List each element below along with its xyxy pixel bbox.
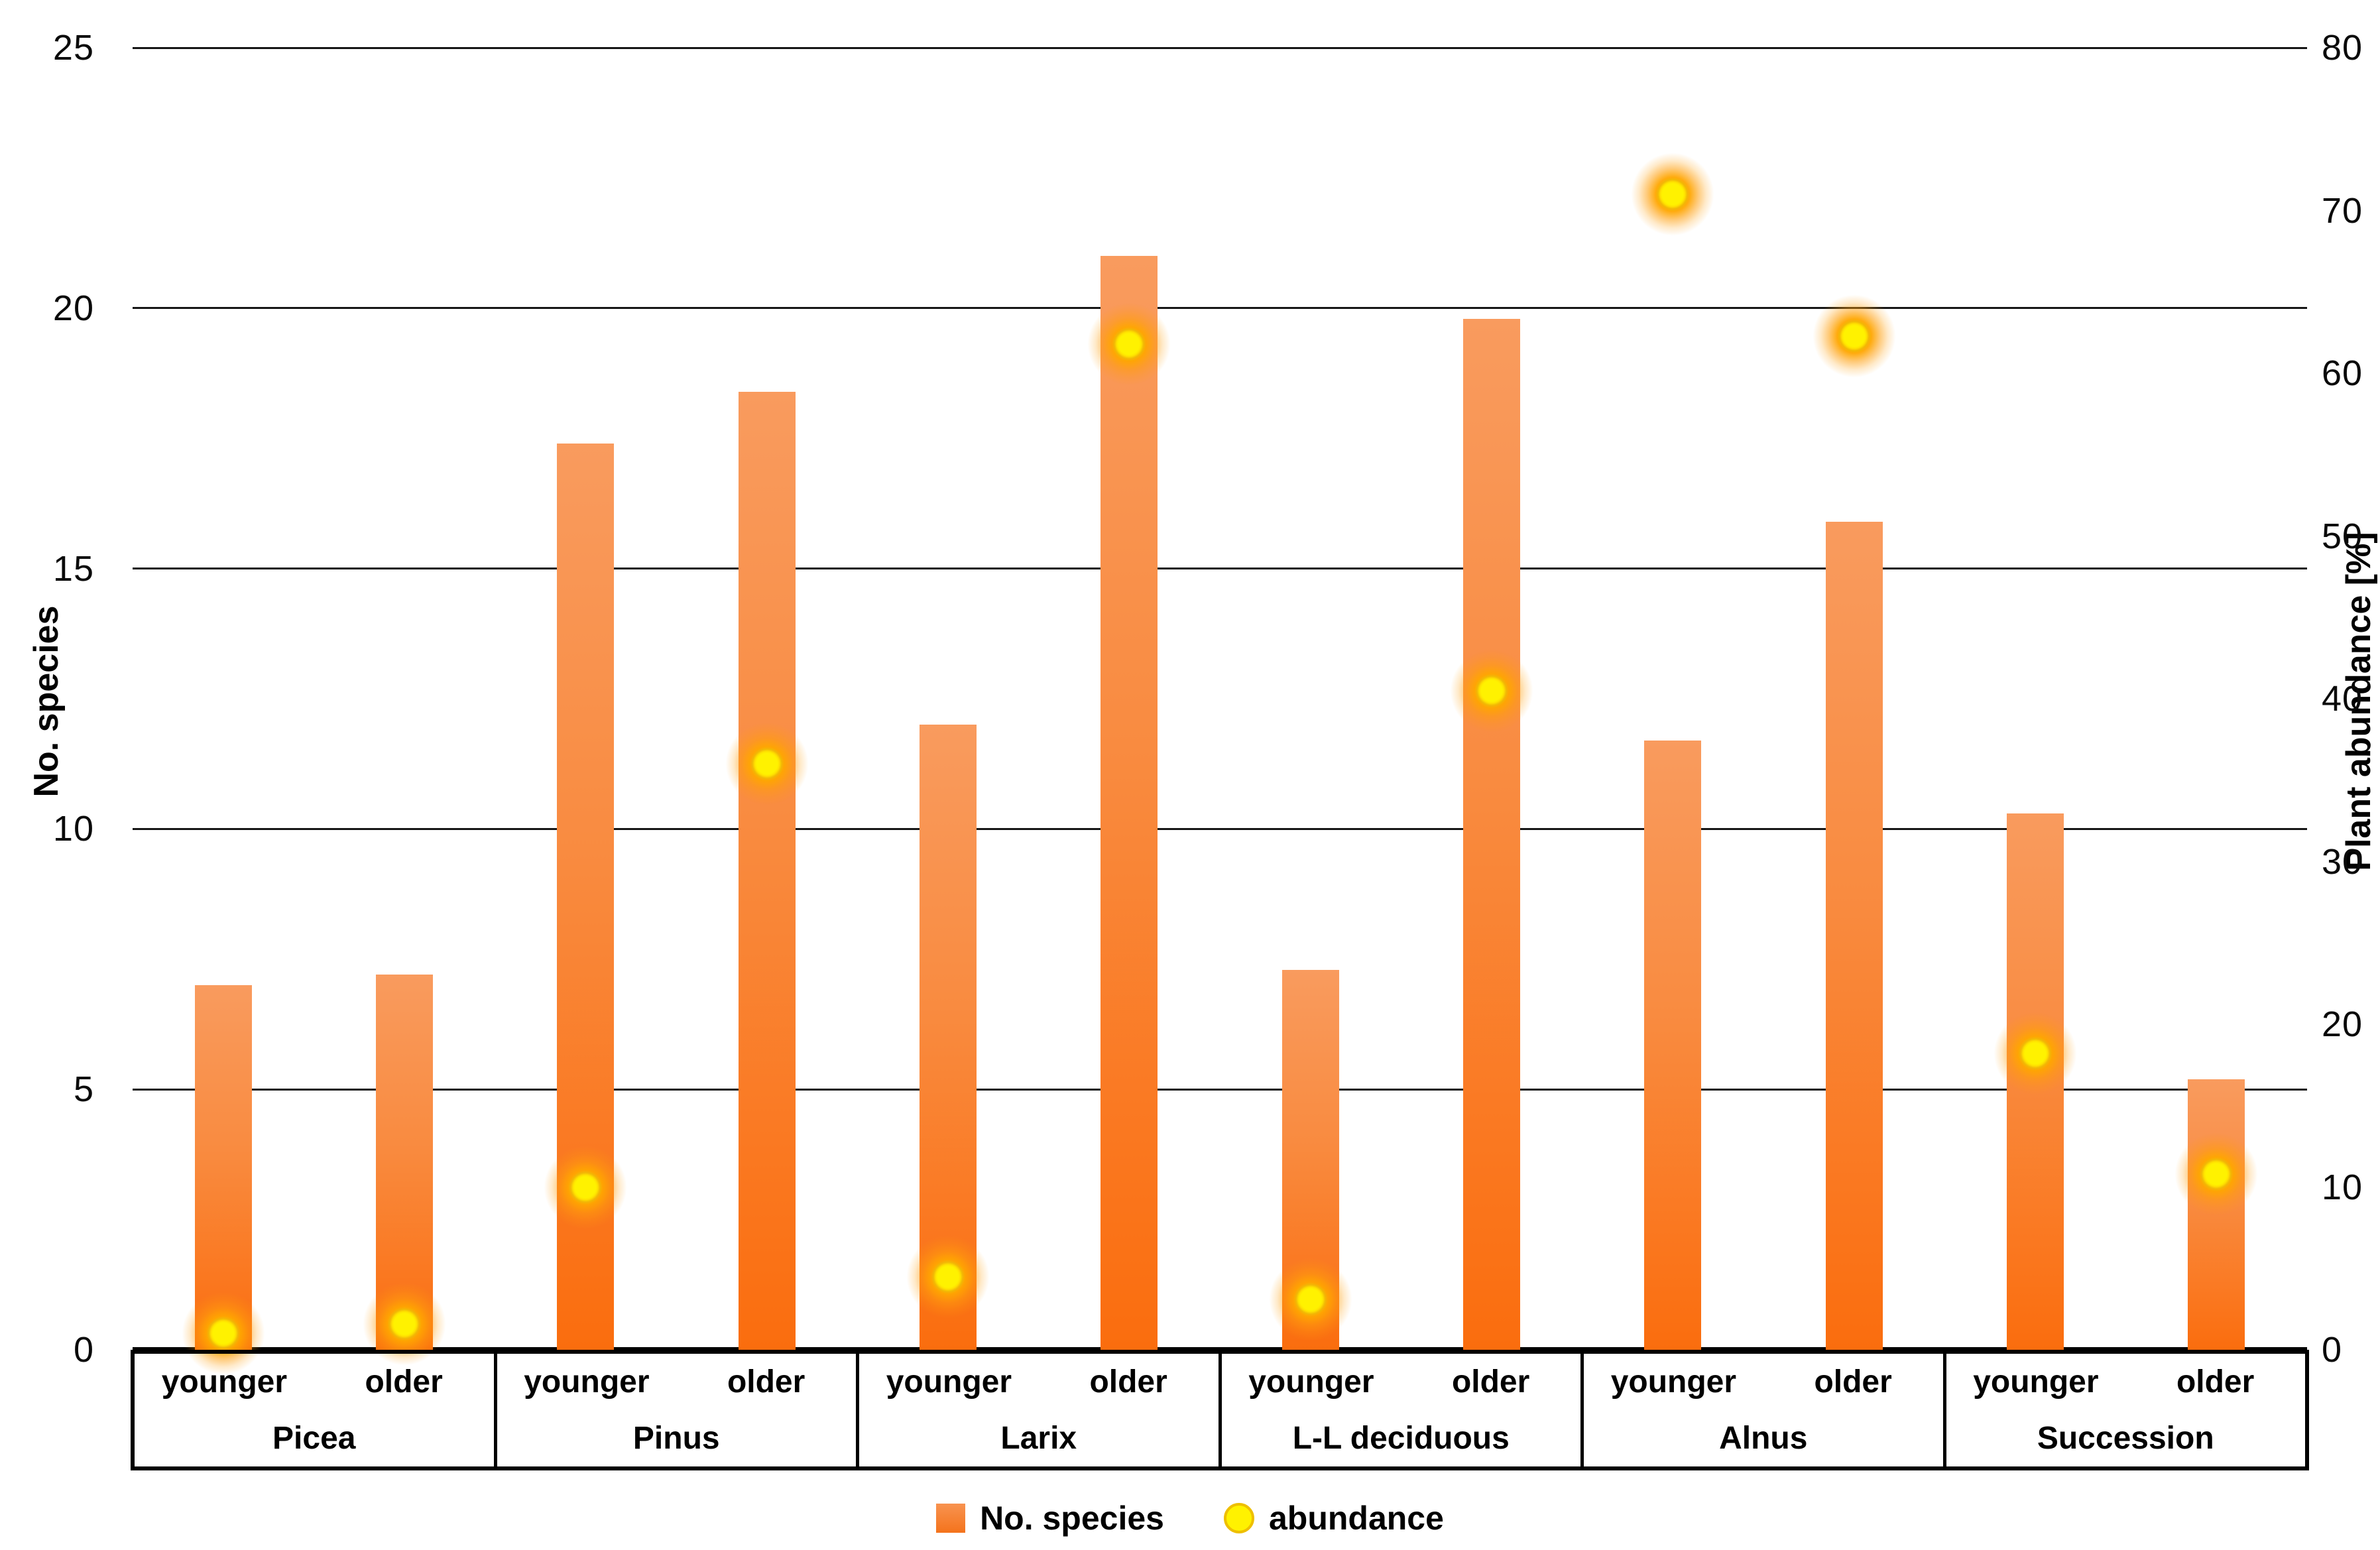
dot-pinus-older (723, 721, 810, 807)
bar-larix-older (1101, 256, 1158, 1350)
group-cell-alnus: Alnus (1580, 1410, 1943, 1466)
age-pair-larix: younger older (856, 1354, 1219, 1410)
plot-area (133, 46, 2307, 1377)
bar-picea-younger (194, 985, 252, 1350)
legend-item-no-species: No. species (936, 1499, 1164, 1537)
age-label-older: older (2176, 1364, 2255, 1400)
age-label-row: younger older younger older younger older youn… (135, 1354, 2305, 1410)
bar-pinus-older (738, 391, 796, 1350)
legend-square-icon (936, 1504, 966, 1533)
right-tick-50: 50 (2322, 516, 2363, 556)
right-tick-40: 40 (2322, 679, 2363, 719)
age-pair-pinus: younger older (493, 1354, 857, 1410)
left-tick-10: 10 (52, 809, 94, 849)
dot-larix-younger (905, 1233, 991, 1320)
legend-circle-icon (1223, 1503, 1254, 1533)
dot-l-l-deciduous-younger (1267, 1256, 1354, 1342)
right-tick-30: 30 (2322, 841, 2363, 882)
group-cell-picea: Picea (135, 1410, 494, 1466)
group-cell-pinus: Pinus (493, 1410, 857, 1466)
dot-succession-older (2173, 1130, 2260, 1217)
dot-l-l-deciduous-older (1449, 647, 1535, 734)
gridline-15 (133, 567, 2307, 570)
dot-pinus-younger (542, 1144, 629, 1230)
right-tick-0: 0 (2322, 1330, 2343, 1370)
group-label: Larix (1000, 1421, 1077, 1456)
age-pair-succession: younger older (1942, 1354, 2306, 1410)
age-label-younger: younger (1973, 1364, 2099, 1400)
age-label-older: older (1089, 1364, 1167, 1400)
group-label: Succession (2037, 1421, 2214, 1456)
group-label: L-L deciduous (1292, 1421, 1510, 1456)
right-tick-80: 80 (2322, 28, 2363, 68)
age-label-older: older (1814, 1364, 1892, 1400)
age-pair-picea: younger older (135, 1354, 494, 1410)
left-tick-20: 20 (52, 288, 94, 328)
age-label-older: older (365, 1364, 443, 1400)
age-pair-l-l-deciduous: younger older (1218, 1354, 1581, 1410)
age-label-younger: younger (886, 1364, 1012, 1400)
dot-succession-younger (1992, 1010, 2078, 1097)
group-label-row: Picea Pinus Larix L-L deciduous Alnus Success… (135, 1410, 2305, 1466)
gridline-25 (133, 46, 2307, 49)
legend-item-abundance: abundance (1223, 1499, 1444, 1537)
dot-alnus-younger (1630, 150, 1716, 237)
age-label-older: older (727, 1364, 805, 1400)
group-label: Pinus (632, 1421, 720, 1456)
gridline-20 (133, 307, 2307, 310)
age-label-younger: younger (524, 1364, 650, 1400)
group-cell-larix: Larix (856, 1410, 1219, 1466)
right-tick-20: 20 (2322, 1004, 2363, 1044)
age-label-younger: younger (161, 1364, 288, 1400)
dot-picea-younger (180, 1290, 267, 1377)
left-axis-title: No. species (27, 605, 66, 798)
left-tick-0: 0 (73, 1330, 94, 1370)
legend-label: abundance (1268, 1500, 1444, 1537)
bar-alnus-older (1825, 521, 1883, 1350)
group-label: Alnus (1719, 1421, 1808, 1456)
right-tick-10: 10 (2322, 1167, 2363, 1207)
age-pair-alnus: younger older (1580, 1354, 1943, 1410)
legend-label: No. species (980, 1500, 1164, 1537)
left-tick-5: 5 (73, 1069, 94, 1110)
right-tick-60: 60 (2322, 353, 2363, 393)
dot-alnus-older (1811, 292, 1897, 379)
category-axis-table: younger older younger older younger older youn… (131, 1350, 2309, 1470)
left-tick-25: 25 (52, 28, 94, 68)
legend: No. species abundance (0, 1486, 2380, 1550)
gridline-5 (133, 1088, 2307, 1091)
group-label: Picea (272, 1421, 356, 1456)
gridline-10 (133, 827, 2307, 830)
age-label-younger: younger (1248, 1364, 1374, 1400)
right-tick-70: 70 (2322, 190, 2363, 231)
bar-alnus-younger (1644, 740, 1702, 1350)
bar-l-l-deciduous-older (1463, 318, 1520, 1350)
group-cell-l-l-deciduous: L-L deciduous (1218, 1410, 1581, 1466)
group-cell-succession: Succession (1942, 1410, 2306, 1466)
dot-larix-older (1086, 300, 1173, 387)
age-label-older: older (1451, 1364, 1530, 1400)
age-label-younger: younger (1610, 1364, 1737, 1400)
left-tick-15: 15 (52, 548, 94, 589)
